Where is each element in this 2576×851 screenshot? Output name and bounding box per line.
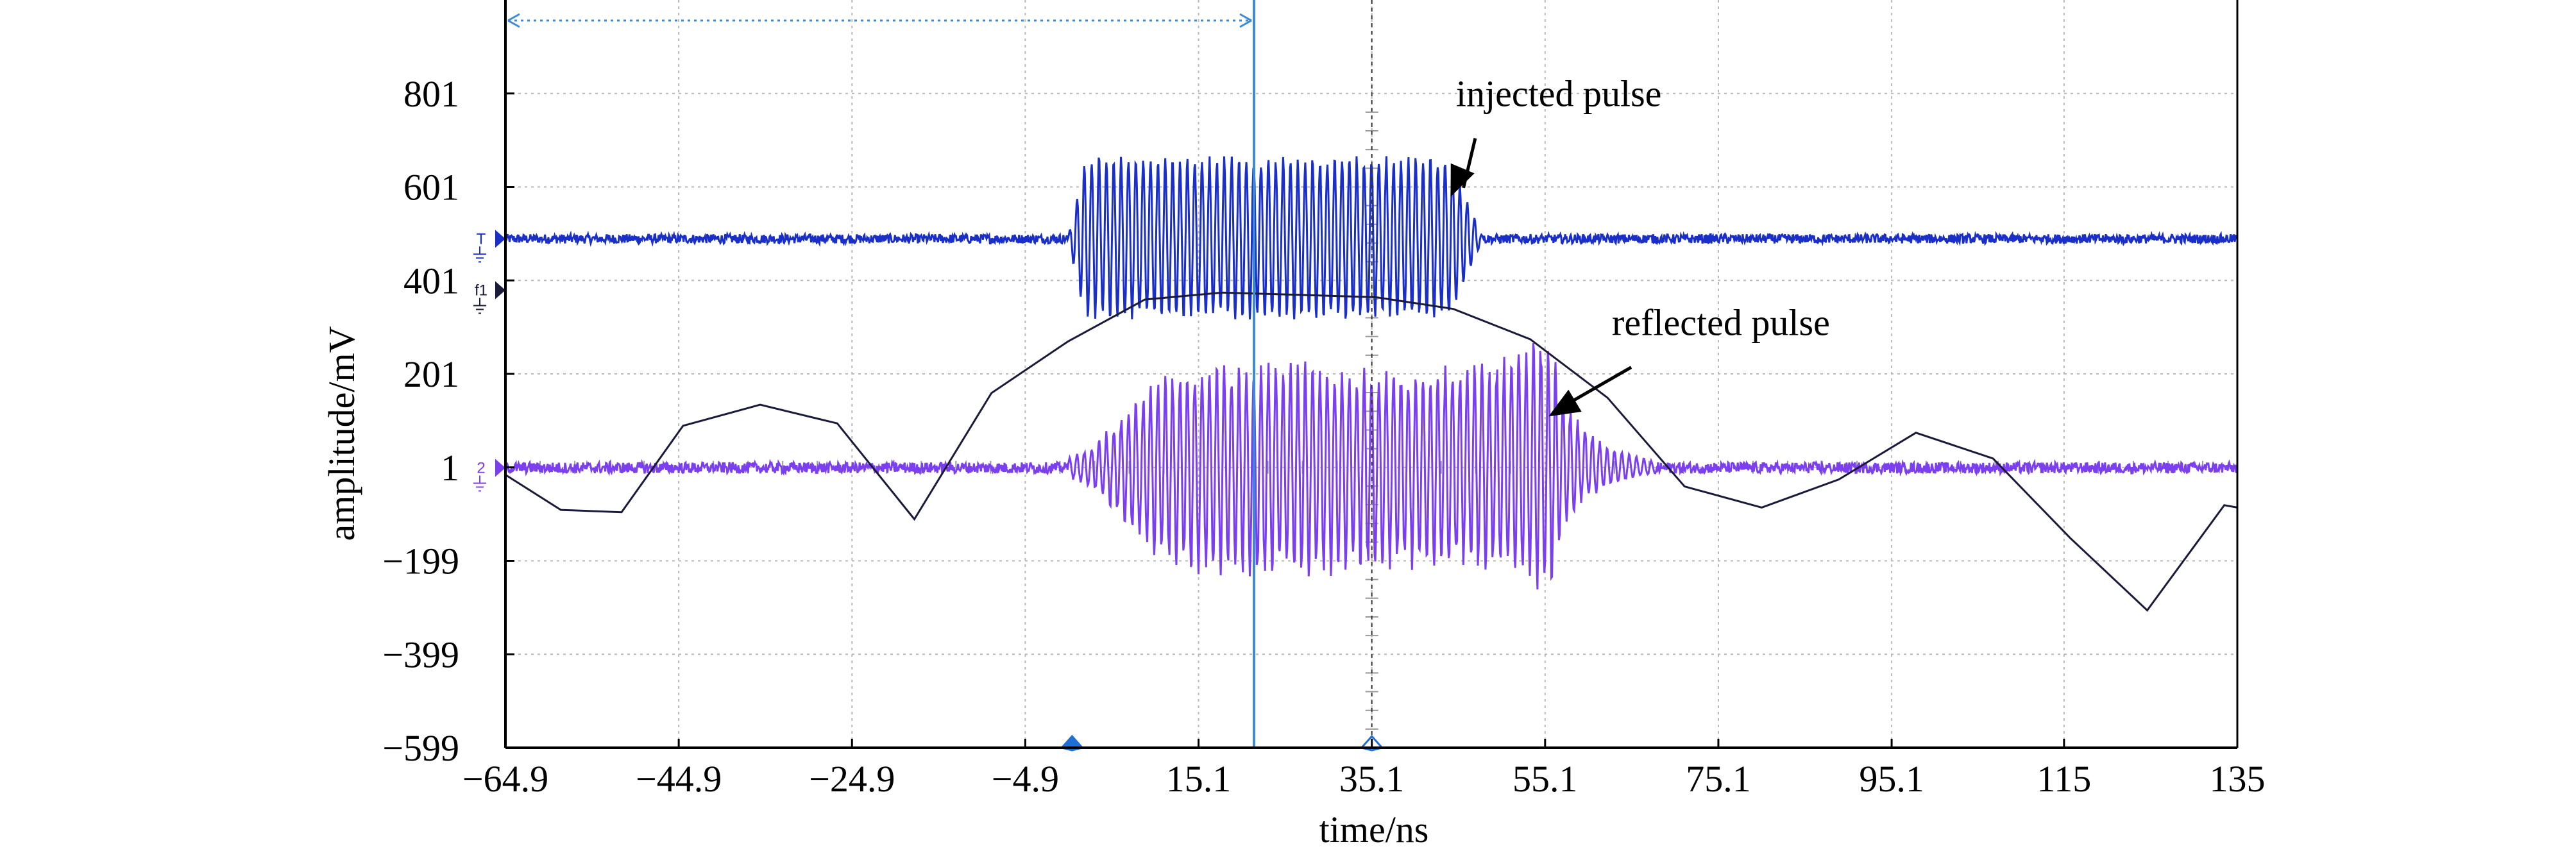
y-tick-label: −399 — [382, 634, 459, 675]
x-tick-label: 135 — [2210, 758, 2266, 800]
channel-marker-label: f1 — [475, 282, 487, 299]
x-tick-label: −24.9 — [809, 758, 895, 800]
series-line-2 — [505, 291, 2238, 612]
x-tick-label: 35.1 — [1339, 758, 1405, 800]
y-tick-label: 401 — [403, 260, 459, 301]
channel-marker-arrow — [495, 230, 505, 248]
y-axis-title: amplitude/mV — [321, 326, 362, 541]
channel-marker-0: T — [473, 230, 505, 263]
channel-marker-label: T — [477, 230, 486, 248]
y-tick-label: 1 — [441, 447, 459, 489]
series-line-0 — [504, 156, 2238, 320]
channel-marker-1: 2 — [473, 459, 505, 492]
x-diamond-marker — [1359, 734, 1384, 752]
x-tick-label: −64.9 — [462, 758, 548, 800]
y-tick-label: 201 — [403, 353, 459, 395]
ground-icon — [473, 475, 486, 492]
annotation-label-1: reflected pulse — [1612, 302, 1830, 344]
channel-marker-arrow — [495, 281, 505, 299]
grid — [505, 0, 2238, 748]
x-axis-title: time/ns — [1319, 809, 1429, 850]
series-line-1 — [504, 342, 2238, 590]
overlay: T 2 f1 — [473, 0, 1632, 752]
x-tick-label: 15.1 — [1166, 758, 1232, 800]
channel-marker-2: f1 — [473, 281, 505, 314]
ground-icon — [473, 246, 486, 263]
plot-series — [504, 156, 2238, 612]
x-tick-label: −44.9 — [636, 758, 722, 800]
x-tick-label: 95.1 — [1859, 758, 1924, 800]
cursor-range-arrow-left — [507, 13, 520, 28]
x-tick-label: 115 — [2037, 758, 2091, 800]
ground-icon — [473, 298, 486, 314]
cursor-range-arrow-right — [1239, 13, 1252, 28]
channel-marker-arrow — [495, 459, 505, 477]
y-tick-label: −599 — [382, 727, 459, 769]
annotation-arrow-head — [1450, 163, 1475, 197]
x-tick-label: 75.1 — [1686, 758, 1751, 800]
annotation-arrow-head — [1548, 389, 1582, 417]
y-tick-label: 601 — [403, 167, 459, 208]
x-tick-label: −4.9 — [992, 758, 1059, 800]
y-tick-label: 801 — [403, 73, 459, 115]
y-tick-label: −199 — [382, 541, 459, 582]
annotation-label-0: injected pulse — [1456, 73, 1662, 115]
x-tick-label: 55.1 — [1513, 758, 1578, 800]
axes — [504, 0, 2239, 749]
labels: time/ns amplitude/mV −64.9 −44.9 −24.9 −4.9… — [321, 73, 2266, 850]
channel-marker-label: 2 — [477, 459, 485, 476]
